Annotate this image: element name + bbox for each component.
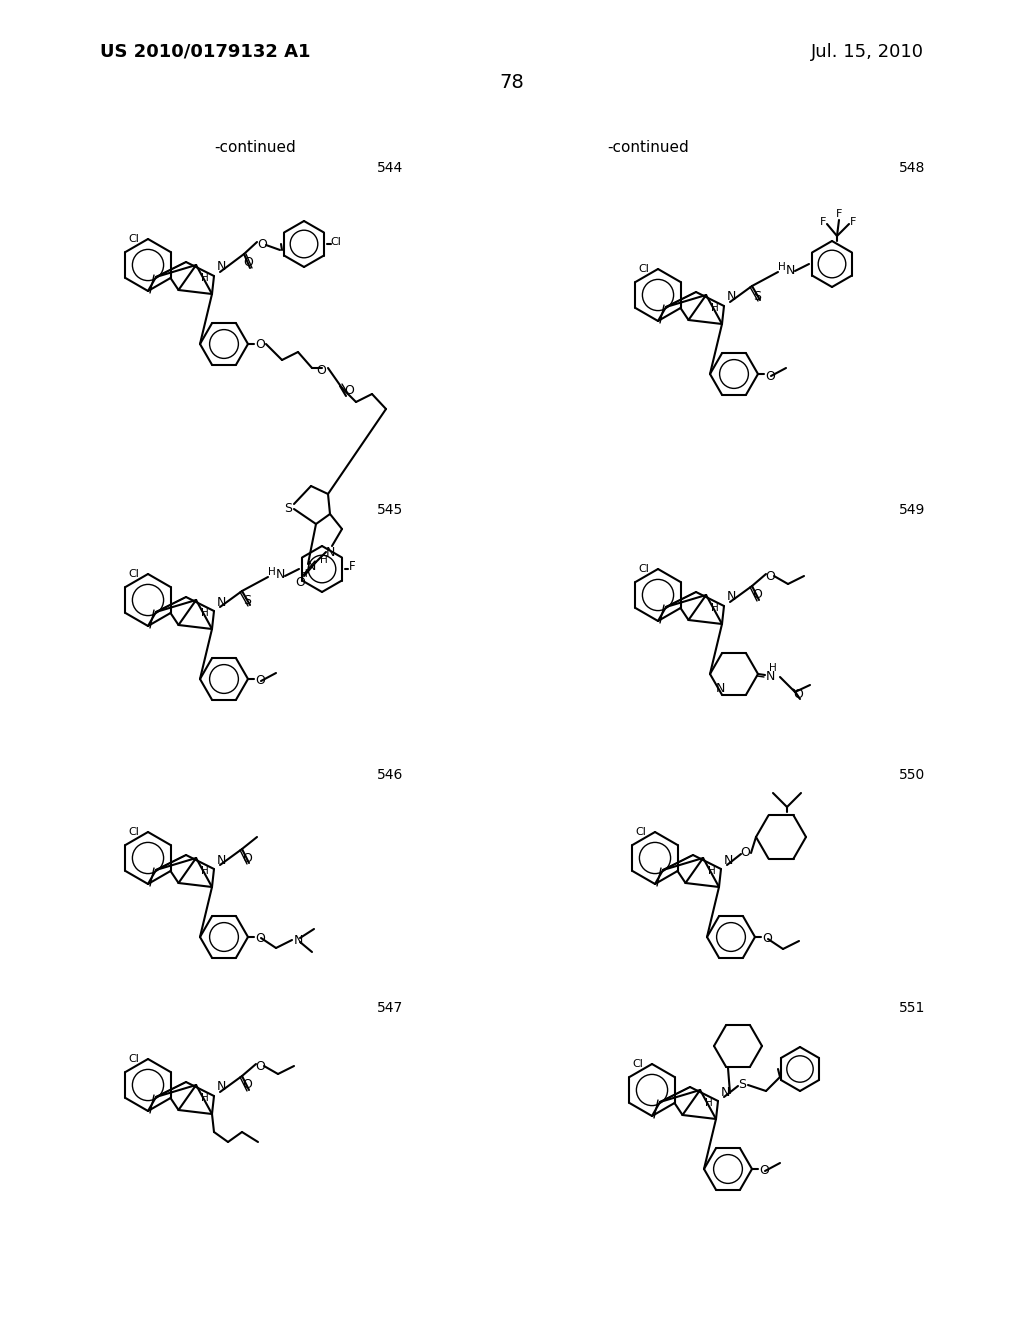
Text: N: N [294, 933, 303, 946]
Text: N: N [716, 682, 725, 696]
Text: O: O [793, 689, 803, 701]
Text: N: N [275, 569, 285, 582]
Text: 546: 546 [377, 768, 403, 781]
Text: N: N [216, 595, 225, 609]
Text: O: O [255, 932, 265, 945]
Text: H: H [778, 261, 785, 272]
Text: O: O [255, 675, 265, 688]
Text: H: H [709, 866, 716, 876]
Text: 550: 550 [899, 768, 925, 781]
Text: O: O [257, 238, 267, 251]
Text: N: N [216, 1081, 225, 1093]
Text: N: N [720, 1085, 730, 1098]
Text: O: O [255, 1060, 265, 1072]
Text: H: H [769, 663, 777, 673]
Text: 551: 551 [899, 1001, 926, 1015]
Text: H: H [711, 304, 719, 313]
Text: Cl: Cl [129, 569, 139, 579]
Text: H: H [201, 273, 209, 282]
Text: O: O [762, 932, 772, 945]
Text: H: H [321, 554, 328, 565]
Text: N: N [326, 545, 335, 558]
Text: 545: 545 [377, 503, 403, 517]
Text: 78: 78 [500, 73, 524, 91]
Text: 547: 547 [377, 1001, 403, 1015]
Text: O: O [765, 569, 775, 582]
Text: S: S [753, 289, 761, 302]
Text: H: H [201, 609, 209, 618]
Text: 548: 548 [899, 161, 926, 176]
Text: Cl: Cl [639, 264, 649, 275]
Text: O: O [740, 846, 750, 858]
Text: N: N [216, 854, 225, 866]
Text: Cl: Cl [129, 828, 139, 837]
Text: O: O [759, 1164, 769, 1177]
Text: O: O [295, 576, 305, 589]
Text: H: H [201, 1093, 209, 1104]
Text: Cl: Cl [331, 238, 341, 247]
Text: O: O [344, 384, 354, 397]
Text: N: N [766, 669, 775, 682]
Text: N: N [726, 290, 735, 304]
Text: Cl: Cl [129, 1053, 139, 1064]
Text: O: O [765, 370, 775, 383]
Text: N: N [726, 590, 735, 603]
Text: S: S [738, 1077, 746, 1090]
Text: N: N [723, 854, 733, 866]
Text: O: O [243, 256, 253, 269]
Text: F: F [836, 209, 842, 219]
Text: 549: 549 [899, 503, 926, 517]
Text: O: O [242, 851, 252, 865]
Text: -continued: -continued [214, 140, 296, 156]
Text: N: N [785, 264, 795, 276]
Text: N: N [216, 260, 225, 273]
Text: O: O [242, 1078, 252, 1092]
Text: -continued: -continued [607, 140, 689, 156]
Text: F: F [349, 561, 355, 573]
Text: Cl: Cl [636, 828, 646, 837]
Text: H: H [300, 569, 308, 579]
Text: H: H [711, 603, 719, 612]
Text: US 2010/0179132 A1: US 2010/0179132 A1 [100, 44, 310, 61]
Text: S: S [284, 503, 292, 516]
Text: O: O [316, 363, 326, 376]
Text: H: H [706, 1098, 713, 1107]
Text: S: S [243, 594, 251, 607]
Text: Cl: Cl [639, 564, 649, 574]
Text: Cl: Cl [633, 1059, 643, 1069]
Text: Cl: Cl [129, 234, 139, 244]
Text: 544: 544 [377, 161, 403, 176]
Text: Jul. 15, 2010: Jul. 15, 2010 [811, 44, 924, 61]
Text: F: F [820, 216, 826, 227]
Text: H: H [268, 568, 275, 577]
Text: N: N [306, 560, 315, 573]
Text: F: F [850, 216, 856, 227]
Text: H: H [201, 866, 209, 876]
Text: O: O [752, 589, 762, 602]
Text: O: O [255, 338, 265, 351]
